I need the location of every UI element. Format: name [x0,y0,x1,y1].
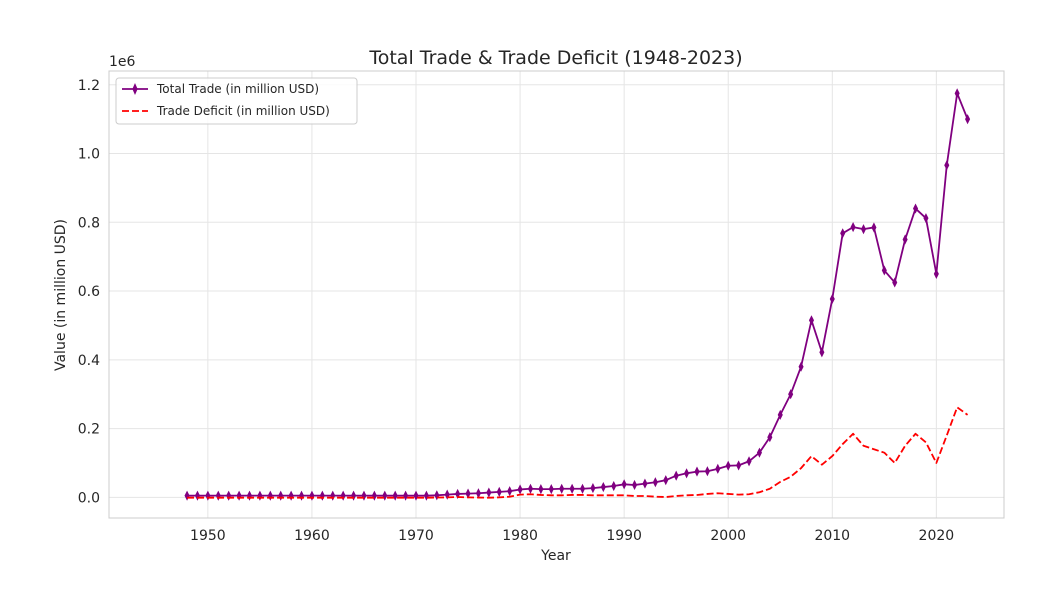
series-trade-deficit [187,406,969,499]
point-total-trade-2021 [944,160,950,171]
point-total-trade-1983 [548,484,554,495]
plot-frame [108,70,1005,519]
point-total-trade-1994 [663,475,669,486]
series-layer [184,88,971,501]
point-total-trade-1999 [715,463,721,474]
point-total-trade-1987 [590,483,596,494]
point-total-trade-2016 [892,277,898,288]
point-total-trade-1990 [621,479,627,490]
series-total-trade [184,88,971,501]
point-total-trade-1985 [569,483,575,494]
point-total-trade-2004 [767,432,773,443]
point-total-trade-1996 [684,468,690,479]
point-total-trade-1968 [392,490,398,501]
point-total-trade-1969 [403,490,409,501]
point-total-trade-2000 [725,460,731,471]
legend: Total Trade (in million USD) Trade Defic… [115,77,358,125]
point-total-trade-1995 [673,470,679,481]
point-total-trade-1984 [559,483,565,494]
y-tick-label-4: 0.8 [78,215,100,231]
point-total-trade-1998 [704,466,710,477]
point-total-trade-2020 [933,268,939,279]
point-total-trade-2008 [808,315,815,326]
legend-label-trade-deficit: Trade Deficit (in million USD) [156,104,330,118]
chart-title: Total Trade & Trade Deficit (1948-2023) [368,47,742,69]
x-tick-label-2010: 2010 [814,528,850,544]
plot-area [109,71,1004,518]
point-total-trade-2006 [788,389,794,400]
point-total-trade-1972 [434,490,440,501]
series-line-total-trade [187,92,969,497]
point-total-trade-2001 [736,460,742,471]
point-total-trade-1997 [694,466,700,477]
point-total-trade-2017 [902,234,908,245]
legend-marker-total-trade [132,83,138,95]
point-total-trade-2005 [777,409,783,420]
point-total-trade-1978 [496,486,502,497]
point-total-trade-2022 [954,88,960,99]
point-total-trade-2019 [923,213,929,224]
y-tick-label-5: 1.0 [78,147,100,163]
legend-box [115,77,358,125]
y-tick-label-6: 1.2 [78,78,100,94]
point-total-trade-1974 [455,488,461,500]
x-tick-label-1990: 1990 [606,528,642,544]
point-total-trade-1986 [579,483,586,494]
point-total-trade-1973 [444,489,450,500]
point-total-trade-2013 [860,224,867,235]
point-total-trade-2015 [881,265,887,276]
x-tick-label-2020: 2020 [919,528,955,544]
x-ticks: 1950 1960 1970 1980 1990 2000 2010 2020 [190,528,954,544]
point-total-trade-2007 [798,361,804,372]
x-tick-label-1970: 1970 [398,528,434,544]
point-total-trade-2018 [913,203,919,214]
point-total-trade-1992 [642,478,648,489]
point-total-trade-1991 [632,479,638,491]
point-total-trade-2009 [819,347,825,358]
point-total-trade-2014 [871,222,877,233]
point-total-trade-1989 [611,480,617,492]
point-total-trade-2010 [829,293,835,305]
legend-label-total-trade: Total Trade (in million USD) [156,82,319,96]
point-total-trade-2003 [756,447,762,458]
series-line-trade-deficit [187,406,969,499]
point-total-trade-1981 [527,483,534,494]
x-tick-label-2000: 2000 [710,528,746,544]
x-tick-label-1980: 1980 [502,528,538,544]
y-tick-label-1: 0.2 [78,422,100,438]
y-offset-text: 1e6 [109,54,136,70]
point-total-trade-1982 [538,484,544,495]
y-ticks: 0.0 0.2 0.4 0.6 0.8 1.0 1.2 [78,78,100,507]
y-axis-label: Value (in million USD) [53,219,69,371]
point-total-trade-2002 [746,456,752,467]
x-axis-label: Year [540,548,571,564]
y-tick-label-0: 0.0 [78,490,100,506]
point-total-trade-1979 [507,486,513,497]
point-total-trade-2012 [850,222,856,233]
x-tick-label-1960: 1960 [294,528,330,544]
point-total-trade-1988 [600,481,606,493]
point-total-trade-2023 [965,114,971,125]
x-tick-label-1950: 1950 [190,528,226,544]
y-tick-label-2: 0.4 [78,353,100,369]
point-total-trade-2011 [840,228,846,239]
y-tick-label-3: 0.6 [78,284,100,300]
point-total-trade-1993 [652,477,658,488]
